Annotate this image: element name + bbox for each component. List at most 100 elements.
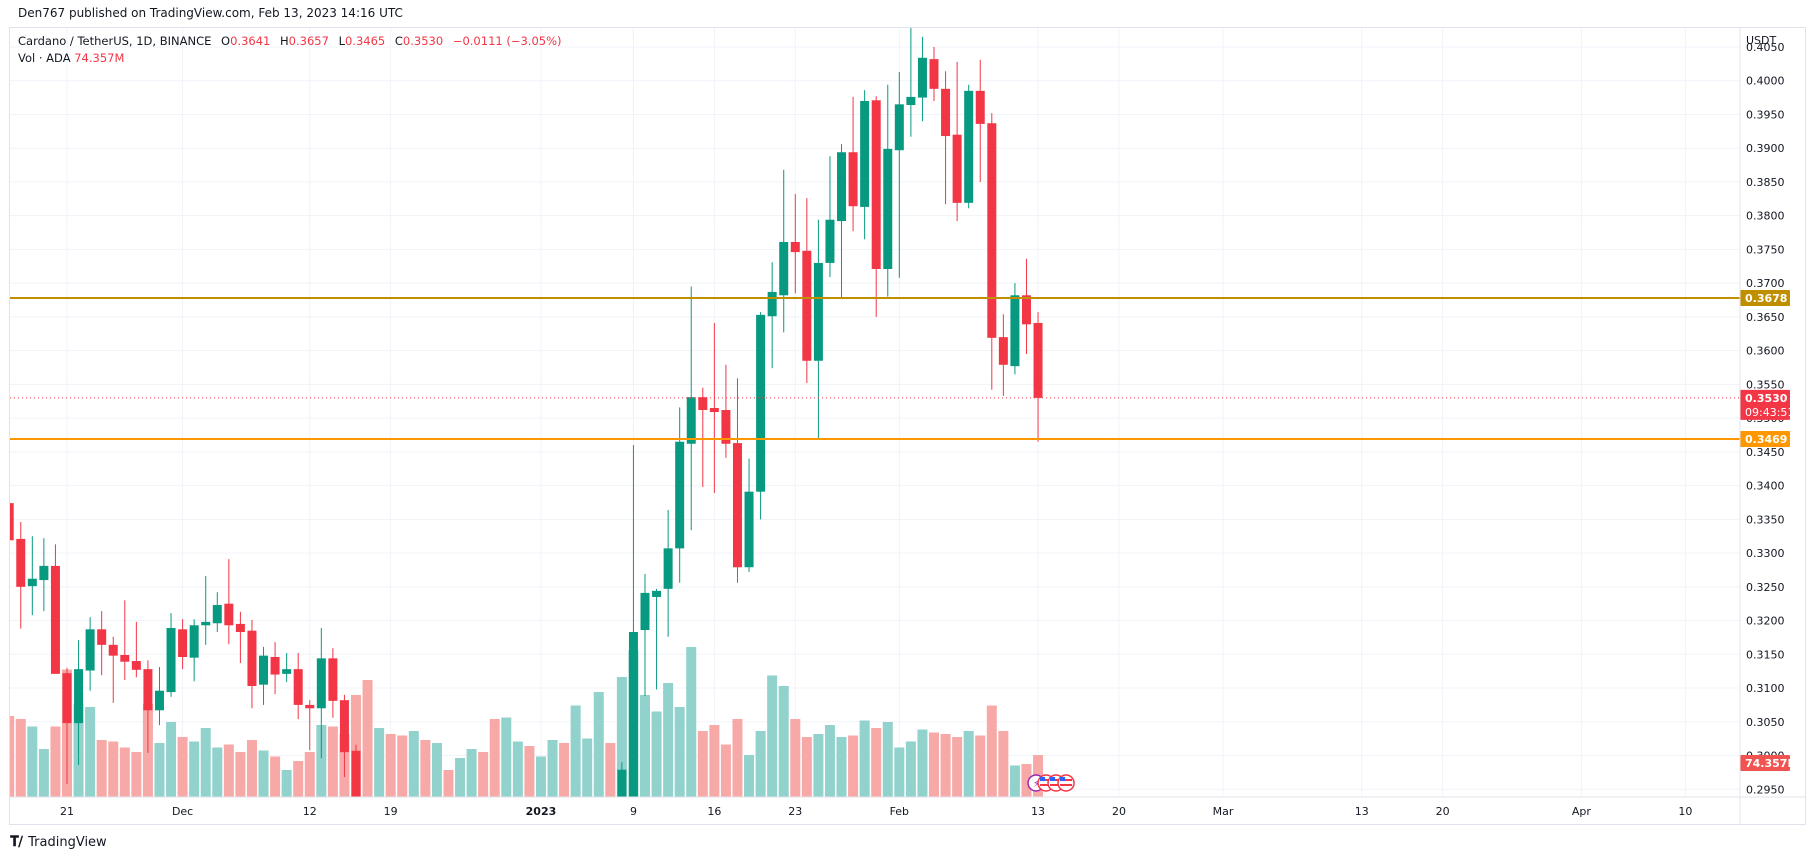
candle[interactable] xyxy=(663,509,673,637)
volume-row: Vol · ADA 74.357M xyxy=(18,50,562,67)
volume-bar xyxy=(258,750,269,797)
candle[interactable] xyxy=(790,194,800,294)
candle[interactable] xyxy=(62,667,72,784)
candle[interactable] xyxy=(779,169,789,333)
candle[interactable] xyxy=(732,378,742,583)
time-tick: 10 xyxy=(1678,805,1692,818)
candle[interactable] xyxy=(998,314,1008,396)
candle[interactable] xyxy=(825,156,835,278)
candle[interactable] xyxy=(698,387,708,487)
candle[interactable] xyxy=(293,652,303,720)
candle[interactable] xyxy=(16,522,26,629)
candle[interactable] xyxy=(813,219,823,439)
candle[interactable] xyxy=(709,322,719,494)
candle[interactable] xyxy=(259,646,269,705)
candle[interactable] xyxy=(189,619,199,682)
candle[interactable] xyxy=(871,96,881,317)
symbol-title[interactable]: Cardano / TetherUS, 1D, BINANCE xyxy=(18,34,212,48)
time-axis: 21 Dec 12 19 2023 9 16 23 Feb 13 20 Mar 13 20 Apr 10 xyxy=(10,796,1806,818)
candle[interactable] xyxy=(120,600,130,680)
candle[interactable] xyxy=(952,61,962,222)
candle[interactable] xyxy=(27,536,37,616)
volume-bar xyxy=(489,719,500,797)
candle[interactable] xyxy=(108,636,118,703)
candle[interactable] xyxy=(85,617,95,691)
volume-bar xyxy=(801,737,812,797)
volume-bar xyxy=(929,732,939,797)
price-tick: 0.3900 xyxy=(1746,142,1785,155)
volume-badge: 74.357M xyxy=(1740,755,1798,771)
candle[interactable] xyxy=(860,90,870,240)
volume-bar xyxy=(374,728,385,797)
volume-bar xyxy=(501,717,512,797)
candle[interactable] xyxy=(848,96,858,232)
price-tick: 0.3850 xyxy=(1746,176,1785,189)
candle[interactable] xyxy=(652,588,662,690)
candle[interactable] xyxy=(282,652,292,682)
candle[interactable] xyxy=(941,71,951,205)
candle[interactable] xyxy=(628,445,638,813)
candle[interactable] xyxy=(305,700,315,751)
candle[interactable] xyxy=(917,36,927,122)
candle[interactable] xyxy=(201,576,211,645)
candle[interactable] xyxy=(883,84,893,297)
volume-bar xyxy=(397,735,408,797)
candle[interactable] xyxy=(224,559,234,645)
candle[interactable] xyxy=(894,71,904,278)
candle[interactable] xyxy=(328,648,338,718)
volume-bar xyxy=(177,737,188,797)
candle[interactable] xyxy=(131,621,141,678)
candle[interactable] xyxy=(767,262,777,369)
volume-bar xyxy=(420,740,431,797)
time-tick: 20 xyxy=(1112,805,1126,818)
brand-name[interactable]: TradingView xyxy=(28,834,107,850)
candle[interactable] xyxy=(802,198,812,384)
svg-text:09:43:51: 09:43:51 xyxy=(1745,406,1794,419)
candle[interactable] xyxy=(74,640,84,765)
candle[interactable] xyxy=(212,592,222,633)
candle[interactable] xyxy=(721,364,731,458)
candle[interactable] xyxy=(339,694,349,778)
volume-bar xyxy=(778,686,789,797)
candle[interactable] xyxy=(906,27,916,137)
time-tick: Dec xyxy=(172,805,193,818)
candle[interactable] xyxy=(744,458,754,572)
candle[interactable] xyxy=(964,84,974,209)
candle[interactable] xyxy=(247,619,257,709)
candle[interactable] xyxy=(270,642,280,695)
candle[interactable] xyxy=(617,762,627,860)
time-tick: 2023 xyxy=(526,805,557,818)
candle[interactable] xyxy=(154,667,164,726)
candle[interactable] xyxy=(363,816,372,860)
volume-label[interactable]: Vol · ADA xyxy=(18,51,71,65)
volume-bar xyxy=(859,720,870,797)
candle[interactable] xyxy=(178,619,188,670)
candle[interactable] xyxy=(756,312,766,520)
candle[interactable] xyxy=(143,660,153,753)
candle[interactable] xyxy=(675,407,685,583)
candle[interactable] xyxy=(97,611,107,676)
candle[interactable] xyxy=(1033,312,1043,442)
candle[interactable] xyxy=(929,46,939,101)
time-tick: 9 xyxy=(630,805,637,818)
candle[interactable] xyxy=(235,611,245,664)
candle[interactable] xyxy=(640,573,650,697)
candle[interactable] xyxy=(1021,258,1031,355)
candle[interactable] xyxy=(987,113,997,390)
grid-lines xyxy=(10,28,1740,797)
candle[interactable] xyxy=(975,59,985,182)
volume-bar xyxy=(940,734,951,797)
candle[interactable] xyxy=(316,627,326,759)
us-economic-event-icon[interactable] xyxy=(1057,774,1075,792)
candle[interactable] xyxy=(837,144,847,298)
candle[interactable] xyxy=(351,744,361,837)
candle[interactable] xyxy=(1010,283,1020,375)
close-value: 0.3530 xyxy=(402,34,444,48)
candle[interactable] xyxy=(5,499,14,553)
candle[interactable] xyxy=(686,286,696,531)
candle[interactable] xyxy=(39,538,49,612)
chart-frame xyxy=(9,27,1806,825)
candle[interactable] xyxy=(166,613,176,697)
candle[interactable] xyxy=(50,544,60,674)
